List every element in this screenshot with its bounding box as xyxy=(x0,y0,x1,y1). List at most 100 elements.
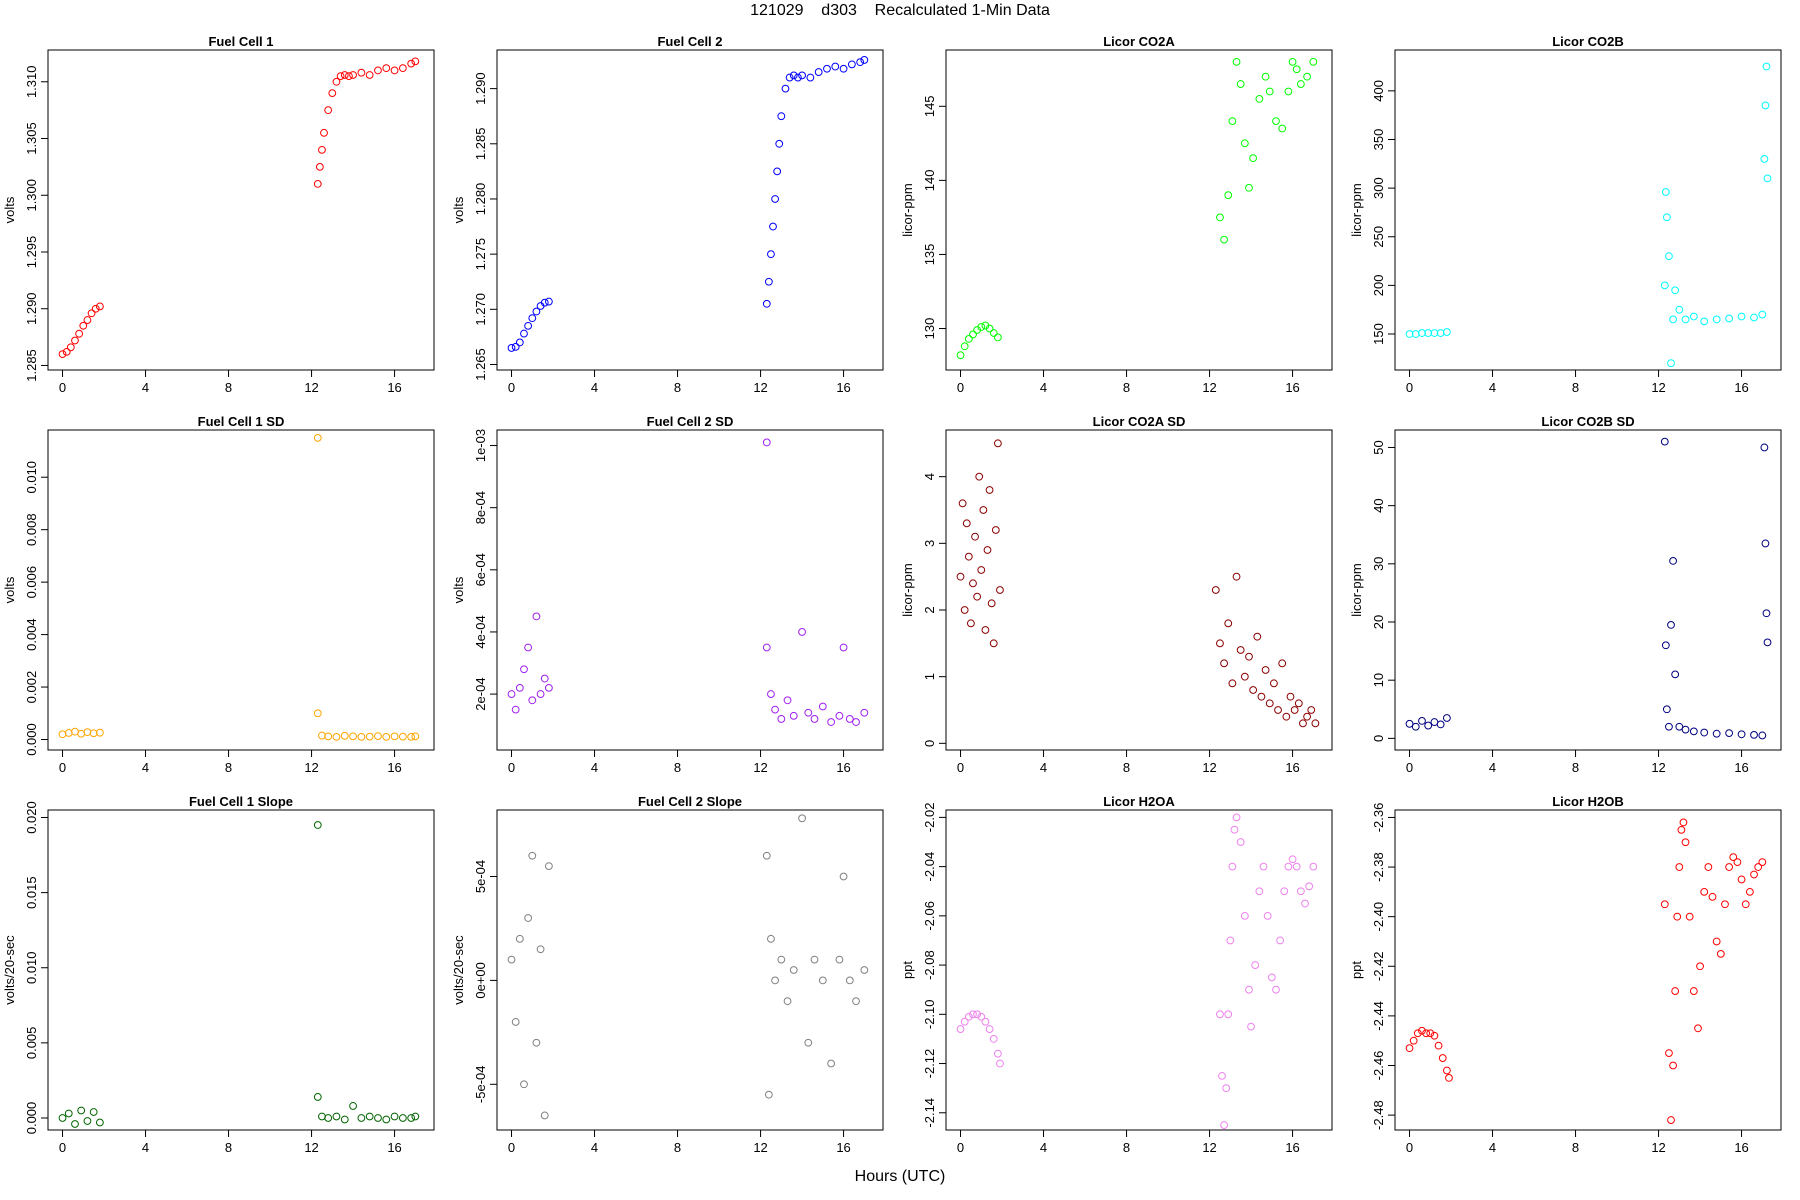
figure-title: 121029 d303 Recalculated 1-Min Data xyxy=(750,2,1050,19)
data-point xyxy=(332,77,341,86)
data-point xyxy=(852,718,860,726)
data-point xyxy=(357,1114,366,1122)
data-point xyxy=(860,708,869,717)
data-point xyxy=(374,1114,382,1122)
data-point xyxy=(1226,936,1235,945)
data-point xyxy=(1220,659,1228,668)
data-point xyxy=(1224,1010,1233,1019)
data-point xyxy=(1445,1074,1453,1082)
y-tick-label: 0.000 xyxy=(24,1102,39,1135)
x-tick-label: 12 xyxy=(1651,760,1665,775)
x-tick-label: 0 xyxy=(59,380,66,395)
data-point xyxy=(1700,317,1709,326)
data-point xyxy=(989,329,998,337)
y-tick-label: 140 xyxy=(922,170,937,192)
data-point xyxy=(971,532,979,541)
data-point xyxy=(1677,825,1686,834)
y-tick-label: -2.04 xyxy=(922,852,937,882)
y-axis-label: licor-ppm xyxy=(900,563,915,616)
data-point xyxy=(340,731,349,740)
data-point xyxy=(79,321,88,330)
data-point xyxy=(507,344,516,352)
y-tick-label: 1.290 xyxy=(24,292,39,325)
data-point xyxy=(1290,706,1299,714)
x-tick-label: 16 xyxy=(387,1140,401,1155)
x-tick-label: 16 xyxy=(1285,380,1299,395)
data-point xyxy=(789,711,798,720)
y-axis-label: volts xyxy=(451,576,466,603)
data-point xyxy=(382,732,391,741)
x-tick-label: 4 xyxy=(1489,1140,1496,1155)
data-point xyxy=(1750,313,1758,322)
y-tick-label: 250 xyxy=(1371,226,1386,248)
data-point xyxy=(1230,825,1239,834)
data-point xyxy=(75,329,84,338)
data-point xyxy=(1689,987,1698,995)
data-point xyxy=(1222,1084,1231,1093)
data-point xyxy=(1750,870,1758,879)
data-point xyxy=(1758,731,1767,740)
y-tick-label: 2 xyxy=(922,606,937,613)
data-point xyxy=(507,955,516,964)
data-point xyxy=(794,73,802,82)
data-point xyxy=(1286,692,1295,701)
data-point xyxy=(960,606,969,614)
data-point xyxy=(58,350,67,359)
data-point xyxy=(818,976,827,985)
x-tick-label: 8 xyxy=(674,760,681,775)
data-point xyxy=(1249,154,1258,163)
data-point xyxy=(365,71,374,79)
y-tick-label: 0.004 xyxy=(24,618,39,651)
data-point xyxy=(985,1025,994,1033)
y-tick-label: 300 xyxy=(1371,177,1386,199)
data-point xyxy=(407,732,416,741)
y-tick-label: 5e-04 xyxy=(473,860,488,893)
data-point xyxy=(374,732,382,740)
data-point xyxy=(1725,729,1734,738)
y-tick-label: 0 xyxy=(922,740,937,747)
x-tick-label: 0 xyxy=(508,380,515,395)
data-point xyxy=(1660,900,1669,909)
x-tick-label: 4 xyxy=(591,760,598,775)
x-tick-label: 8 xyxy=(1572,760,1579,775)
data-point xyxy=(520,1080,528,1089)
data-point xyxy=(1442,714,1451,722)
plot-frame xyxy=(945,49,1333,371)
y-tick-label: -2.08 xyxy=(922,950,937,980)
data-point xyxy=(789,966,798,974)
data-point xyxy=(1228,679,1237,688)
data-point xyxy=(762,438,771,447)
data-point xyxy=(845,976,854,985)
y-tick-label: 3 xyxy=(922,540,937,547)
plot-frame xyxy=(47,429,435,751)
data-point xyxy=(540,298,549,307)
panel-title: Fuel Cell 2 Slope xyxy=(638,794,742,809)
plot-frame xyxy=(496,809,884,1131)
data-point xyxy=(1763,638,1772,647)
data-point xyxy=(1667,621,1675,629)
data-point xyxy=(987,599,996,608)
data-point xyxy=(1224,619,1233,628)
data-point xyxy=(806,73,815,82)
data-point xyxy=(71,1120,79,1128)
y-axis-label: volts/20-sec xyxy=(2,935,17,1005)
data-point xyxy=(315,162,324,171)
x-tick-label: 4 xyxy=(1489,760,1496,775)
data-point xyxy=(960,1017,969,1026)
x-tick-label: 0 xyxy=(59,1140,66,1155)
data-point xyxy=(1240,139,1249,148)
x-tick-label: 16 xyxy=(836,1140,850,1155)
data-point xyxy=(983,546,992,554)
data-point xyxy=(407,1114,416,1122)
y-tick-label: 130 xyxy=(922,318,937,340)
x-tick-label: 0 xyxy=(508,760,515,775)
data-point xyxy=(58,730,67,739)
data-point xyxy=(1282,712,1291,721)
data-point xyxy=(1272,117,1280,126)
x-tick-label: 0 xyxy=(957,760,964,775)
y-tick-label: 0.008 xyxy=(24,513,39,546)
y-tick-label: 20 xyxy=(1371,615,1386,629)
data-point xyxy=(398,732,407,741)
data-point xyxy=(1671,670,1680,679)
data-point xyxy=(87,309,96,318)
